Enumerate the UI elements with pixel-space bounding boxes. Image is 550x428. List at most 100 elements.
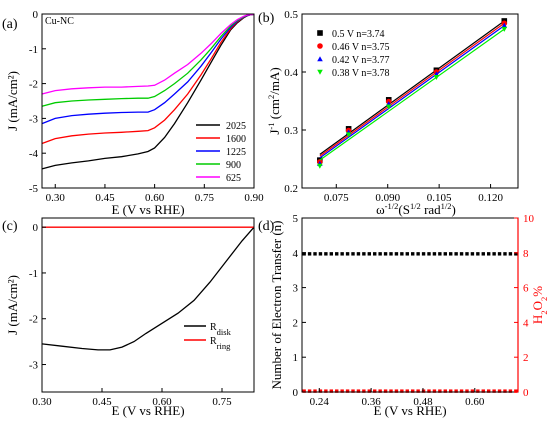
panel-b-legend-marker: [317, 30, 323, 36]
panel-d-point: [465, 389, 469, 393]
panel-d-point: [302, 389, 306, 393]
panel-a-xtick-label: 0.90: [244, 192, 264, 204]
panel-d-point: [362, 252, 366, 256]
panel-d-ytick-label: 1: [293, 352, 299, 364]
panel-d-ytick-label: 3: [293, 283, 299, 295]
panel-c-ytick-label: -2: [29, 314, 38, 326]
panel-a-frame: [41, 13, 255, 189]
panel-d-ytick-right-label: 6: [523, 283, 529, 295]
panel-d-point: [329, 252, 333, 256]
panel-d-point: [481, 389, 485, 393]
panel-d-xtick-label: 0.60: [465, 396, 485, 408]
panel-c-rrde-current: 0.30 0.45 0.60 0.75 0 -1 -2 -3 (c) E (V vs RHE) J …: [2, 217, 255, 418]
panel-a-series-1600: [41, 13, 255, 145]
panel-c-legend-label: Rdisk: [210, 322, 232, 337]
panel-c-ytick-label: -1: [29, 268, 38, 280]
panel-b-ylabel-part: -1: [266, 123, 276, 130]
panel-d-point: [345, 252, 350, 256]
panel-b-xlabel: ω-1/2(S1/2 rad1/2): [376, 201, 456, 217]
panel-d-point: [421, 252, 426, 256]
panel-d-point: [351, 252, 355, 256]
panel-a-legend-label: 1600: [226, 134, 246, 145]
panel-b-label: (b): [258, 11, 275, 26]
panel-d-ytick-right-label: 8: [523, 248, 529, 260]
panel-d-point: [335, 389, 339, 393]
panel-d-point: [427, 389, 431, 393]
panel-d-point: [362, 389, 366, 393]
panel-d-point: [438, 389, 442, 393]
panel-d-ylabel-right-part: 2: [539, 297, 549, 301]
panel-d-point: [324, 252, 328, 256]
panel-d-point: [454, 252, 458, 256]
panel-b-frame: [301, 13, 519, 189]
panel-c-label: (c): [2, 219, 18, 234]
panel-d-point: [411, 389, 415, 393]
panel-a-xlabel: E (V vs RHE): [111, 202, 184, 217]
panel-a-xtick-label: 0.45: [95, 192, 115, 204]
panel-d-point: [307, 389, 312, 393]
panel-d-point: [405, 252, 409, 256]
panel-b-legend-label: 0.42 V n=3.77: [332, 55, 390, 66]
panel-b-xtick-label: 0.120: [478, 192, 503, 204]
panel-d-ytick-right-label: 10: [523, 213, 535, 225]
panel-b-point: [317, 163, 323, 169]
panel-a-legend-label: 1225: [226, 147, 246, 158]
panel-b-ytick-label: 0.5: [284, 9, 298, 21]
panel-b-xlabel-part: ): [452, 202, 456, 217]
panel-d-point: [481, 252, 485, 256]
panel-d-point: [367, 389, 371, 393]
panel-d-ytick-label: 5: [293, 213, 299, 225]
panel-d-point: [487, 389, 491, 393]
panel-d-point: [378, 389, 382, 393]
panel-a-xtick-label: 0.60: [145, 192, 165, 204]
panel-d-point: [318, 252, 323, 256]
panel-b-xtick-label: 0.105: [427, 192, 452, 204]
panel-a-series-1225: [41, 13, 255, 125]
panel-d-ylabel-right: H2O2%: [530, 286, 549, 324]
panel-c-legend-label-part: R: [210, 322, 217, 333]
panel-d-point: [356, 389, 361, 393]
panel-b-legend-label: 0.38 V n=3.78: [332, 68, 390, 79]
panel-d-point: [449, 389, 453, 393]
panel-d-xtick-label: 0.36: [361, 396, 381, 408]
panel-d-xlabel: E (V vs RHE): [373, 403, 446, 418]
panel-d-point: [324, 389, 328, 393]
panel-b-ytick-label: 0.2: [284, 183, 298, 195]
panel-d-ylabel-right-part: 2: [539, 310, 549, 314]
panel-d-point: [313, 252, 317, 256]
panel-d-point: [383, 389, 388, 393]
panel-a-ytick-label: -4: [29, 148, 39, 160]
panel-d-point: [432, 389, 437, 393]
panel-b-legend-marker: [317, 69, 323, 75]
panel-c-ytick-label: -3: [29, 360, 39, 372]
panel-a-ytick-label: -5: [29, 183, 39, 195]
panel-d-point: [476, 389, 480, 393]
panel-d-xtick-label: 0.48: [413, 396, 433, 408]
panel-b-legend-label: 0.5 V n=3.74: [332, 29, 385, 40]
panel-d-point: [373, 252, 377, 256]
panel-b-xlabel-part: 1/2: [441, 201, 452, 211]
panel-c-legend-label-part: ring: [217, 341, 231, 351]
panel-d-point: [389, 389, 393, 393]
panel-d-point: [416, 252, 420, 256]
panel-b-point: [501, 26, 508, 32]
panel-d-point: [427, 252, 431, 256]
panel-d-point: [487, 252, 491, 256]
panel-d-point: [432, 252, 437, 256]
panel-b-point: [501, 22, 508, 28]
panel-d-point: [438, 252, 442, 256]
panel-b-legend-marker: [317, 43, 323, 49]
panel-d-point: [378, 252, 382, 256]
panel-d-point: [459, 252, 464, 256]
panel-c-legend-label-part: disk: [217, 327, 232, 337]
panel-d-point: [465, 252, 469, 256]
panel-d-point: [405, 389, 409, 393]
panel-b-xlabel-part: 1/2: [410, 201, 421, 211]
panel-a-ytick-label: -1: [29, 44, 38, 56]
panel-b-ylabel-part: 2: [266, 95, 276, 99]
panel-d-xtick-label: 0.24: [310, 396, 330, 408]
panel-c-legend-label: Rring: [210, 336, 231, 351]
panel-d-point: [373, 389, 377, 393]
panel-d-point: [508, 389, 513, 393]
panel-d-point: [394, 252, 399, 256]
